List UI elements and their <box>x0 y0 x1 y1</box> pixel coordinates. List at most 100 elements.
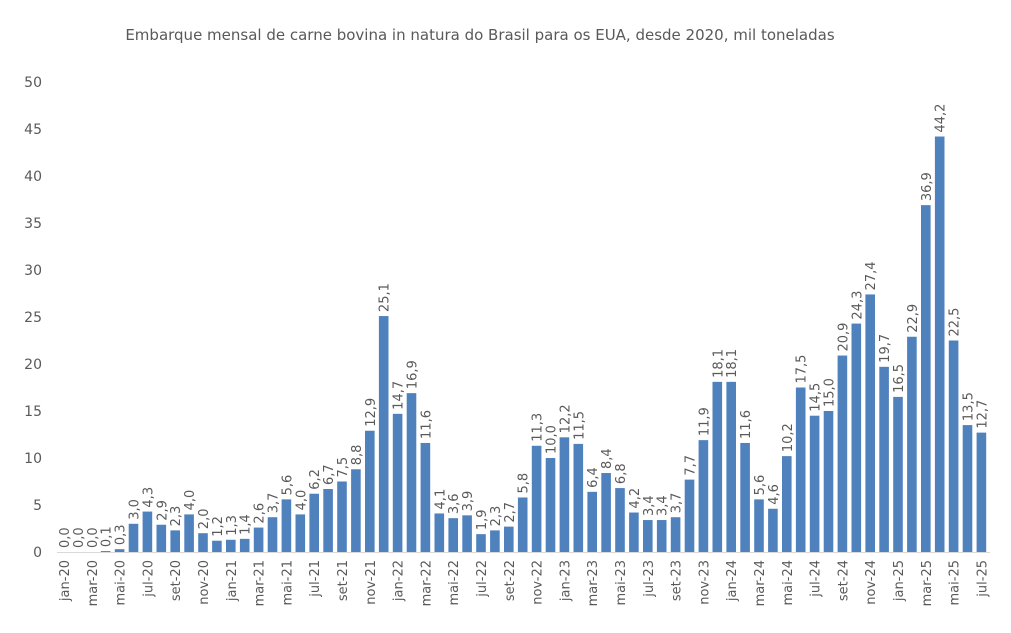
x-tick-label: mai-24 <box>781 560 796 605</box>
data-label: 3,7 <box>670 493 685 514</box>
data-label: 7,7 <box>684 455 699 476</box>
bar <box>392 413 403 552</box>
data-label: 24,3 <box>850 291 865 320</box>
data-label: 18,1 <box>725 349 740 378</box>
x-tick-label: jul-23 <box>642 560 657 598</box>
data-label: 3,0 <box>128 499 143 520</box>
data-label: 16,9 <box>406 360 421 389</box>
bar <box>684 479 695 552</box>
x-tick-label: jan-21 <box>225 560 240 602</box>
x-tick-label: jan-20 <box>58 560 73 602</box>
y-tick-label: 25 <box>24 310 42 326</box>
data-label: 6,2 <box>308 469 323 490</box>
data-label: 14,7 <box>392 381 407 410</box>
bar <box>295 514 306 552</box>
bar <box>100 551 111 552</box>
data-label: 25,1 <box>378 283 393 312</box>
data-label: 3,4 <box>656 495 671 516</box>
x-tick-label: jul-22 <box>475 560 490 598</box>
data-label: 4,6 <box>767 484 782 505</box>
data-label: 3,9 <box>461 491 476 512</box>
bar <box>670 517 681 552</box>
data-label: 2,7 <box>503 502 518 523</box>
data-label: 10,2 <box>781 423 796 452</box>
bar <box>337 481 347 552</box>
bar <box>948 340 959 552</box>
x-tick-label: jan-22 <box>392 560 407 602</box>
bar <box>309 493 319 552</box>
data-label: 3,7 <box>267 493 282 514</box>
data-label: 12,9 <box>364 398 379 427</box>
x-tick-label: set-22 <box>503 560 518 601</box>
bar <box>142 511 153 552</box>
y-tick-label: 0 <box>33 545 42 561</box>
data-label: 20,9 <box>836 323 851 352</box>
bar <box>226 539 236 552</box>
data-label: 18,1 <box>711 349 726 378</box>
bar <box>698 440 709 552</box>
x-tick-label: jan-24 <box>725 560 740 602</box>
data-label: 11,9 <box>697 407 712 436</box>
data-label: 4,2 <box>628 488 643 509</box>
bar <box>476 534 486 552</box>
bar <box>837 355 848 552</box>
y-tick-label: 50 <box>24 75 42 91</box>
data-label: 13,5 <box>962 392 977 421</box>
bar <box>281 499 292 552</box>
bar <box>795 387 806 552</box>
x-tick-label: mar-22 <box>419 560 434 606</box>
data-label: 1,2 <box>211 516 226 537</box>
bar <box>156 524 167 552</box>
data-label: 11,6 <box>419 410 434 439</box>
bar <box>128 523 139 552</box>
bar <box>406 393 417 552</box>
data-label: 2,3 <box>169 506 184 527</box>
bar <box>907 336 917 552</box>
bar <box>462 515 472 552</box>
x-tick-label: jul-20 <box>141 560 156 598</box>
x-tick-label: jan-25 <box>892 560 907 602</box>
data-label: 7,5 <box>336 457 351 478</box>
x-tick-label: jul-21 <box>308 560 323 598</box>
bar <box>879 366 889 552</box>
bar <box>198 533 208 552</box>
bar <box>490 530 500 552</box>
data-label: 5,6 <box>753 475 768 496</box>
data-label: 6,8 <box>614 463 629 484</box>
data-label: 11,5 <box>572 411 587 440</box>
bar <box>378 316 389 552</box>
x-tick-label: set-20 <box>169 560 184 601</box>
data-label: 5,6 <box>280 475 295 496</box>
bar <box>934 136 945 552</box>
x-tick-label: set-21 <box>336 560 351 601</box>
data-label: 0,0 <box>86 527 101 548</box>
bar <box>601 473 611 552</box>
bar <box>559 437 570 552</box>
data-label: 2,6 <box>253 503 268 524</box>
y-tick-label: 30 <box>24 263 42 279</box>
x-tick-label: set-23 <box>670 560 685 601</box>
x-tick-label: mar-23 <box>586 560 601 606</box>
data-label: 2,0 <box>197 509 212 530</box>
data-label: 44,2 <box>934 104 949 133</box>
x-tick-label: nov-20 <box>197 560 212 605</box>
bar <box>448 518 458 552</box>
x-tick-label: jul-24 <box>809 560 824 598</box>
data-label: 4,3 <box>141 487 156 508</box>
data-label: 4,1 <box>433 489 448 510</box>
x-tick-label: nov-24 <box>864 560 879 605</box>
data-label: 8,4 <box>600 448 615 469</box>
bar <box>239 538 250 552</box>
data-label: 2,3 <box>489 506 504 527</box>
bar <box>267 517 278 552</box>
x-tick-label: mai-25 <box>948 560 963 605</box>
x-tick-label: nov-22 <box>531 560 546 605</box>
data-label: 11,3 <box>531 413 546 442</box>
data-label: 0,0 <box>58 527 73 548</box>
bar <box>740 442 750 552</box>
bar <box>573 443 584 552</box>
bar <box>643 520 653 552</box>
bar <box>212 540 222 552</box>
